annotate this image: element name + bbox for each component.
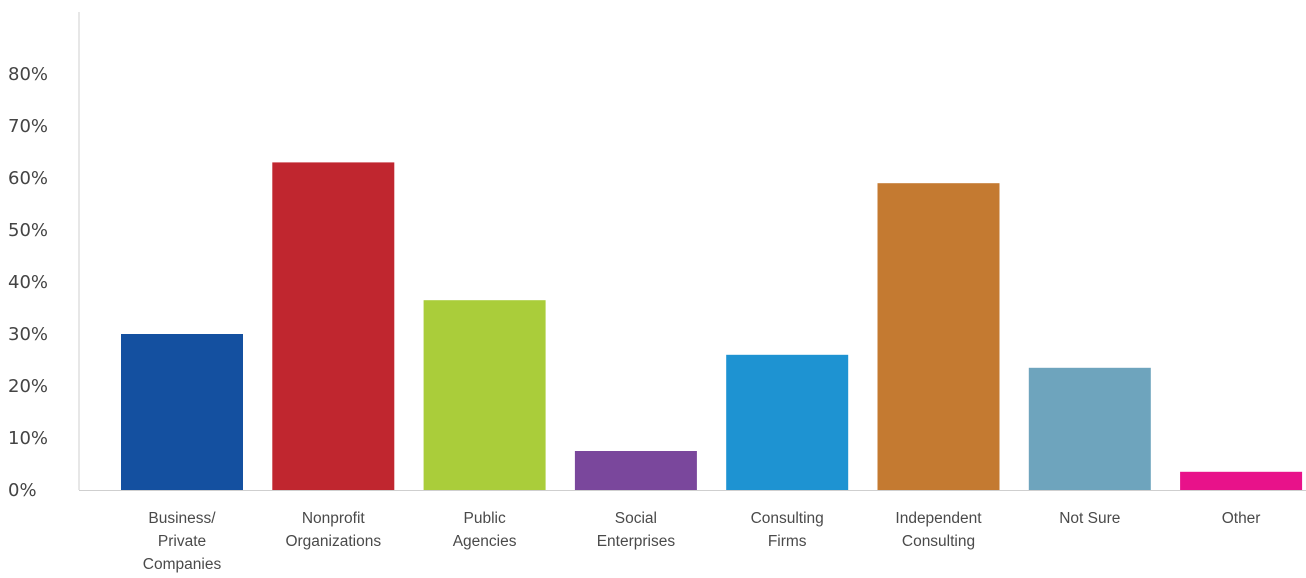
y-tick-label: 0%: [8, 480, 37, 501]
y-tick-label: 20%: [8, 376, 48, 397]
y-tick-label: 80%: [8, 64, 48, 85]
x-tick-label: Consulting Firms: [751, 510, 824, 550]
bar: [726, 354, 849, 490]
x-tick-label: Social Enterprises: [597, 510, 676, 550]
y-tick-label: 70%: [8, 116, 48, 137]
bar: [574, 451, 697, 490]
x-tick-label: Nonprofit Organizations: [285, 510, 381, 550]
bar: [877, 183, 1000, 490]
y-tick-label: 50%: [8, 220, 48, 241]
y-tick-label: 10%: [8, 428, 48, 449]
bar: [1180, 471, 1303, 490]
y-tick-label: 40%: [8, 272, 48, 293]
bar: [1028, 367, 1151, 490]
bar: [121, 334, 243, 490]
x-tick-label: Independent Consulting: [895, 510, 982, 550]
bar: [423, 300, 546, 490]
bar: [272, 162, 395, 490]
y-tick-label: 30%: [8, 324, 48, 345]
x-axis: Business/Private Companies Nonprofit Organi…: [79, 490, 1306, 573]
y-tick-label: 60%: [8, 168, 48, 189]
x-tick-label: Business/Private Companies: [143, 510, 222, 573]
x-tick-label: Not Sure: [1059, 510, 1120, 527]
y-axis: 0% 10% 20% 30% 40% 50% 60% 70% 80%: [8, 12, 80, 501]
bars: [121, 162, 1303, 490]
x-tick-label: Public Agencies: [453, 510, 517, 550]
x-tick-label: Other: [1222, 510, 1261, 527]
